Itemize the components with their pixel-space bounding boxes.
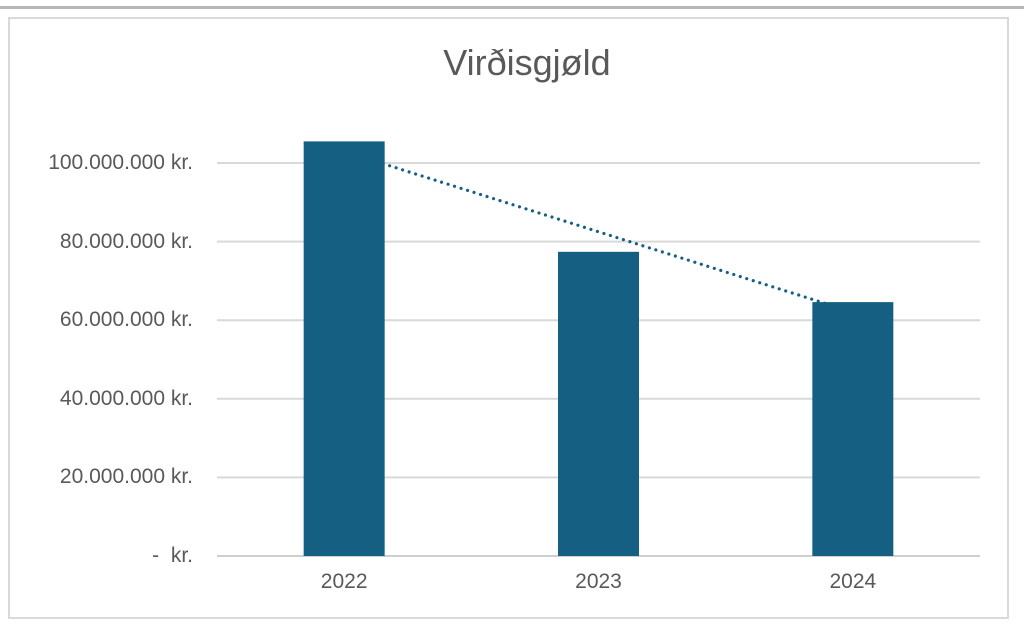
x-axis-category-label: 2022	[320, 570, 368, 593]
window-edge-line	[0, 6, 1024, 9]
y-axis-tick-label: 80.000.000 kr.	[59, 229, 193, 253]
y-axis-tick-label: 40.000.000 kr.	[59, 386, 193, 410]
y-axis-tick-label: - kr.	[152, 544, 193, 567]
x-axis-category-label: 2024	[829, 570, 877, 593]
trendline[interactable]	[342, 149, 855, 314]
y-axis-tick-label: 100.000.000 kr.	[48, 151, 193, 174]
y-axis-tick-label: 60.000.000 kr.	[59, 308, 193, 332]
bar-2024[interactable]	[812, 302, 894, 556]
bar-2022[interactable]	[303, 141, 385, 556]
chart-title: Virðisgjøld	[443, 42, 611, 83]
bar-2023[interactable]	[558, 251, 639, 556]
x-axis-category-label: 2023	[575, 570, 622, 593]
y-axis-tick-label: 20.000.000 kr.	[59, 465, 193, 489]
